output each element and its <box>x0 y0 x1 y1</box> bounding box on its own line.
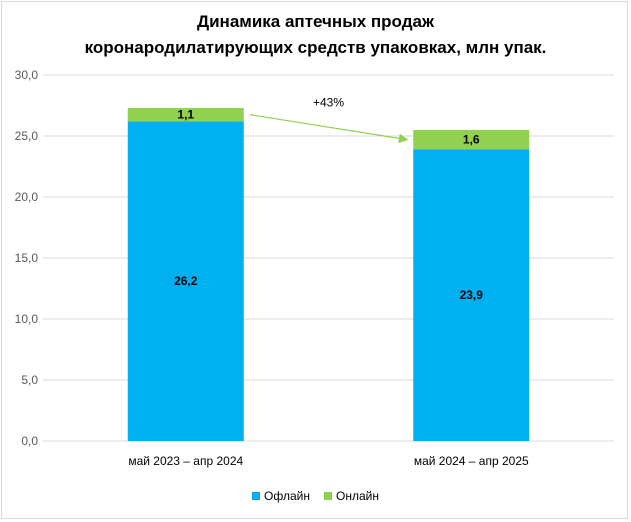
data-label: 1,6 <box>463 133 480 147</box>
y-tick-label: 0,0 <box>21 434 38 448</box>
legend-label-offline: Офлайн <box>264 489 310 503</box>
growth-annotation: +43% <box>313 96 344 110</box>
data-label: 23,9 <box>460 288 484 302</box>
bar-segment <box>413 149 530 442</box>
chart-legend: Офлайн Онлайн <box>0 489 631 503</box>
y-tick-label: 15,0 <box>15 251 39 265</box>
legend-swatch-offline <box>252 492 261 500</box>
growth-arrow <box>249 114 409 144</box>
x-tick-label: май 2023 – апр 2024 <box>128 454 243 468</box>
bar-segment <box>413 129 530 150</box>
chart-subtitle: коронародилатирующих средств упаковках, … <box>84 38 547 57</box>
bar-segment <box>127 121 244 442</box>
legend-item-online: Онлайн <box>323 489 379 503</box>
data-label: 1,1 <box>177 108 194 122</box>
y-tick-label: 10,0 <box>15 312 39 326</box>
y-tick-label: 5,0 <box>21 373 38 387</box>
y-tick-label: 25,0 <box>15 129 39 143</box>
bar-segment <box>127 107 244 122</box>
x-tick-label: май 2024 – апр 2025 <box>414 454 529 468</box>
chart-title: Динамика аптечных продаж <box>196 12 435 31</box>
y-tick-label: 30,0 <box>15 68 39 82</box>
y-tick-label: 20,0 <box>15 190 39 204</box>
legend-label-online: Онлайн <box>335 489 379 503</box>
data-label: 26,2 <box>174 274 198 288</box>
legend-swatch-online <box>323 492 332 500</box>
legend-item-offline: Офлайн <box>252 489 310 503</box>
